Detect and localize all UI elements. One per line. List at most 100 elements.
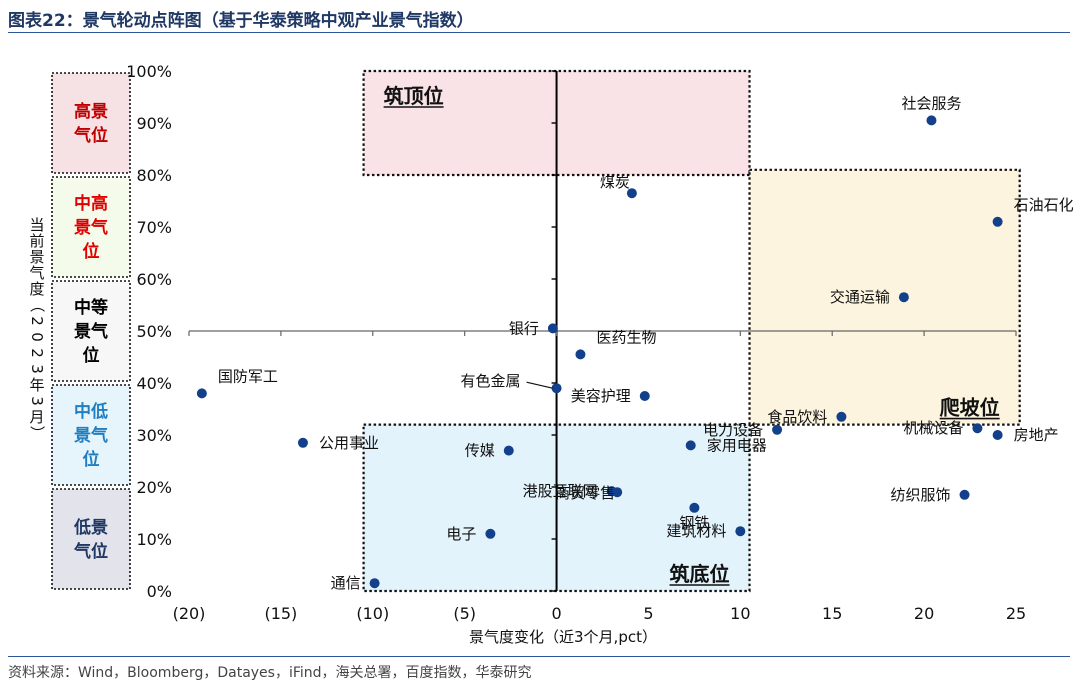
x-tick-label: 10: [730, 604, 750, 623]
band-box: [51, 280, 131, 382]
band-box: [51, 176, 131, 278]
band-box: [51, 488, 131, 590]
band-label: 中低: [74, 401, 108, 422]
y-axis-title-char: 3: [28, 364, 46, 374]
x-tick-label: (10): [356, 604, 389, 623]
point-label: 商贸零售: [555, 484, 615, 502]
point-label: 有色金属: [461, 372, 521, 390]
band-label: 位: [83, 449, 100, 470]
data-point: [898, 292, 909, 303]
data-point: [992, 216, 1003, 227]
x-tick-label: (5): [453, 604, 476, 623]
x-tick-label: 15: [822, 604, 842, 623]
point-label: 纺织服饰: [891, 486, 951, 504]
data-point: [547, 323, 558, 334]
zone-box: [748, 168, 1021, 426]
data-point: [626, 188, 637, 199]
y-axis-title-char: （: [28, 297, 46, 312]
point-label: 煤炭: [600, 173, 630, 191]
point-label: 港股互联网: [523, 482, 598, 500]
point-label: 公用事业: [319, 434, 379, 452]
zone-label: 爬坡位: [940, 396, 1000, 420]
y-axis-title-char: 气: [29, 264, 44, 282]
data-point: [485, 528, 496, 539]
point-label: 医药生物: [596, 328, 656, 346]
y-tick-label: 20%: [136, 478, 172, 497]
point-label: 电子: [446, 525, 476, 543]
figure-title: 图表22：景气轮动点阵图（基于华泰策略中观产业景气指数）: [8, 11, 474, 31]
band-label: 低景: [73, 517, 108, 538]
band-label: 中高: [74, 193, 108, 214]
data-point: [972, 423, 983, 434]
point-label: 交通运输: [830, 288, 890, 306]
data-point: [959, 489, 970, 500]
y-axis-title-char: 2: [28, 316, 46, 326]
y-axis-title-char: 度: [29, 280, 44, 298]
y-tick-label: 0%: [147, 582, 172, 601]
data-point: [836, 411, 847, 422]
y-tick-label: 100%: [126, 62, 172, 81]
y-tick-label: 50%: [136, 322, 172, 341]
band-label: 气位: [73, 125, 108, 146]
y-tick-label: 10%: [136, 530, 172, 549]
band-label: 位: [83, 241, 100, 262]
tick-layer: 当前景气度（2023年3月）0%10%20%30%40%50%60%70%80%…: [28, 62, 1026, 646]
point-label: 通信: [331, 574, 361, 592]
data-point: [551, 383, 562, 394]
x-tick-label: (15): [264, 604, 297, 623]
point-label: 机械设备: [903, 419, 963, 437]
band-label: 高景: [74, 101, 108, 122]
band-label: 气位: [73, 541, 108, 562]
data-point: [196, 388, 207, 399]
source-note: 资料来源：Wind，Bloomberg，Datayes，iFind，海关总署，百…: [8, 665, 532, 681]
data-point: [612, 487, 623, 498]
data-point: [575, 349, 586, 360]
data-point: [772, 424, 783, 435]
data-point: [926, 115, 937, 126]
y-tick-label: 60%: [136, 270, 172, 289]
data-point: [689, 502, 700, 513]
band-label: 位: [83, 345, 100, 366]
point-layer: [196, 115, 1003, 589]
y-axis-title-char: ）: [28, 425, 46, 440]
data-point: [297, 437, 308, 448]
label-leader-line: [526, 381, 553, 389]
y-axis-title-char: 前: [29, 232, 44, 250]
band-label: 中等: [74, 297, 108, 318]
point-label: 银行: [509, 319, 539, 337]
y-tick-label: 80%: [136, 166, 172, 185]
y-tick-label: 40%: [136, 374, 172, 393]
y-axis-title-char: 年: [29, 376, 44, 394]
zone-label: 筑顶位: [384, 84, 444, 108]
point-label: 社会服务: [901, 94, 961, 112]
y-axis-title-char: 景: [29, 248, 44, 266]
data-point: [369, 578, 380, 589]
y-axis-title-char: 2: [28, 348, 46, 358]
x-tick-label: 0: [551, 604, 561, 623]
zone-label: 筑底位: [670, 562, 730, 586]
x-tick-label: (20): [173, 604, 206, 623]
data-point: [639, 391, 650, 401]
band-box: [51, 384, 131, 486]
x-axis-title: 景气度变化（近3个月,pct）: [469, 628, 657, 646]
data-point: [992, 430, 1003, 440]
y-tick-label: 30%: [136, 426, 172, 445]
point-label: 钢铁: [679, 514, 709, 532]
band-label: 景气: [74, 321, 108, 342]
band-box: [51, 72, 131, 174]
x-tick-label: 20: [914, 604, 934, 623]
point-label: 家用电器: [707, 436, 767, 454]
point-label: 传媒: [465, 442, 495, 460]
y-tick-label: 70%: [136, 218, 172, 237]
point-label: 食品饮料: [767, 408, 827, 426]
band-label: 景气: [74, 425, 108, 446]
source-rule: [8, 656, 1070, 657]
x-tick-label: 5: [643, 604, 653, 623]
y-axis-title-char: 月: [29, 408, 44, 426]
band-label: 景气: [74, 217, 108, 238]
y-tick-label: 90%: [136, 114, 172, 133]
point-label: 美容护理: [571, 387, 631, 405]
